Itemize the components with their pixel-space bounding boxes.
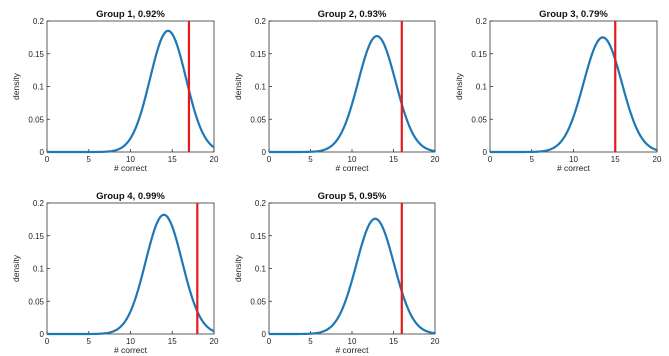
x-tick-label: 10 (348, 155, 357, 164)
x-tick-label: 15 (168, 337, 177, 346)
x-tick-label: 10 (569, 155, 578, 164)
x-axis-label: # correct (114, 163, 148, 173)
y-tick-label: 0.1 (33, 83, 45, 92)
y-tick-label: 0.15 (250, 232, 266, 241)
y-tick-label: 0.15 (28, 50, 44, 59)
density-curve (269, 34, 436, 154)
panel-title: Group 5, 0.95% (318, 191, 387, 202)
panel-title: Group 2, 0.93% (318, 9, 387, 20)
y-tick-label: 0.2 (33, 199, 45, 208)
y-tick-label: 0.15 (250, 50, 266, 59)
x-axis-label: # correct (335, 345, 369, 355)
x-tick-label: 10 (126, 337, 135, 346)
x-tick-label: 20 (431, 155, 440, 164)
y-tick-label: 0.1 (255, 83, 267, 92)
x-tick-label: 15 (611, 155, 620, 164)
x-tick-label: 0 (267, 337, 272, 346)
x-axis-label: # correct (114, 345, 148, 355)
y-tick-label: 0.2 (33, 17, 45, 26)
x-tick-label: 15 (389, 337, 398, 346)
y-tick-label: 0.1 (255, 265, 267, 274)
y-tick-label: 0.05 (250, 297, 266, 306)
panel-title: Group 4, 0.99% (96, 191, 165, 202)
x-tick-label: 15 (389, 155, 398, 164)
x-tick-label: 20 (210, 155, 219, 164)
panel-group-1: 0 5 10 15 20 0 0.05 0.1 0.15 0.2 Group 1, 0.92% # c… (11, 9, 219, 173)
y-tick-label: 0 (262, 330, 267, 339)
panel-title: Group 1, 0.92% (96, 9, 165, 20)
y-axis-label: density (233, 72, 243, 100)
density-curve (47, 213, 215, 336)
panel-group-3: 0 5 10 15 20 0 0.05 0.1 0.15 0.2 Group 3, 0.79% # c… (454, 9, 662, 173)
y-tick-label: 0.15 (471, 50, 487, 59)
y-tick-label: 0 (40, 330, 45, 339)
y-tick-label: 0.2 (476, 17, 488, 26)
y-axis-label: density (11, 72, 21, 100)
y-tick-label: 0.05 (471, 115, 487, 124)
y-tick-label: 0 (262, 148, 267, 157)
panel-group-2: 0 5 10 15 20 0 0.05 0.1 0.15 0.2 Group 2, 0.93% # c… (233, 9, 440, 173)
x-tick-label: 20 (653, 155, 662, 164)
x-tick-label: 5 (308, 337, 313, 346)
x-tick-label: 5 (308, 155, 313, 164)
x-axis-label: # correct (557, 163, 591, 173)
density-curve (47, 29, 215, 154)
y-axis-label: density (11, 254, 21, 282)
axes-frame (489, 20, 658, 153)
y-tick-label: 0.2 (255, 199, 267, 208)
density-curve (269, 217, 436, 336)
y-tick-label: 0.05 (250, 115, 266, 124)
x-axis-label: # correct (335, 163, 369, 173)
x-tick-label: 10 (126, 155, 135, 164)
axes-frame (46, 202, 215, 335)
y-tick-label: 0.05 (28, 115, 44, 124)
x-tick-label: 20 (210, 337, 219, 346)
panel-group-5: 0 5 10 15 20 0 0.05 0.1 0.15 0.2 Group 5, 0.95% # c… (233, 191, 440, 355)
y-tick-label: 0.1 (476, 83, 488, 92)
x-tick-label: 20 (431, 337, 440, 346)
y-tick-label: 0.2 (255, 17, 267, 26)
x-tick-label: 5 (87, 337, 92, 346)
y-tick-label: 0.15 (28, 232, 44, 241)
x-tick-label: 5 (87, 155, 92, 164)
y-tick-label: 0.1 (33, 265, 45, 274)
x-tick-label: 0 (45, 155, 50, 164)
axes-frame (268, 20, 436, 153)
x-tick-label: 0 (267, 155, 272, 164)
density-curve (490, 36, 658, 154)
y-tick-label: 0 (483, 148, 488, 157)
panel-title: Group 3, 0.79% (539, 9, 608, 20)
x-tick-label: 10 (348, 337, 357, 346)
x-tick-label: 15 (168, 155, 177, 164)
y-tick-label: 0.05 (28, 297, 44, 306)
x-tick-label: 5 (530, 155, 535, 164)
x-tick-label: 0 (45, 337, 50, 346)
panel-group-4: 0 5 10 15 20 0 0.05 0.1 0.15 0.2 Group 4, 0.99% # c… (11, 191, 219, 355)
y-tick-label: 0 (40, 148, 45, 157)
x-tick-label: 0 (488, 155, 493, 164)
y-axis-label: density (233, 254, 243, 282)
y-axis-label: density (454, 72, 464, 100)
